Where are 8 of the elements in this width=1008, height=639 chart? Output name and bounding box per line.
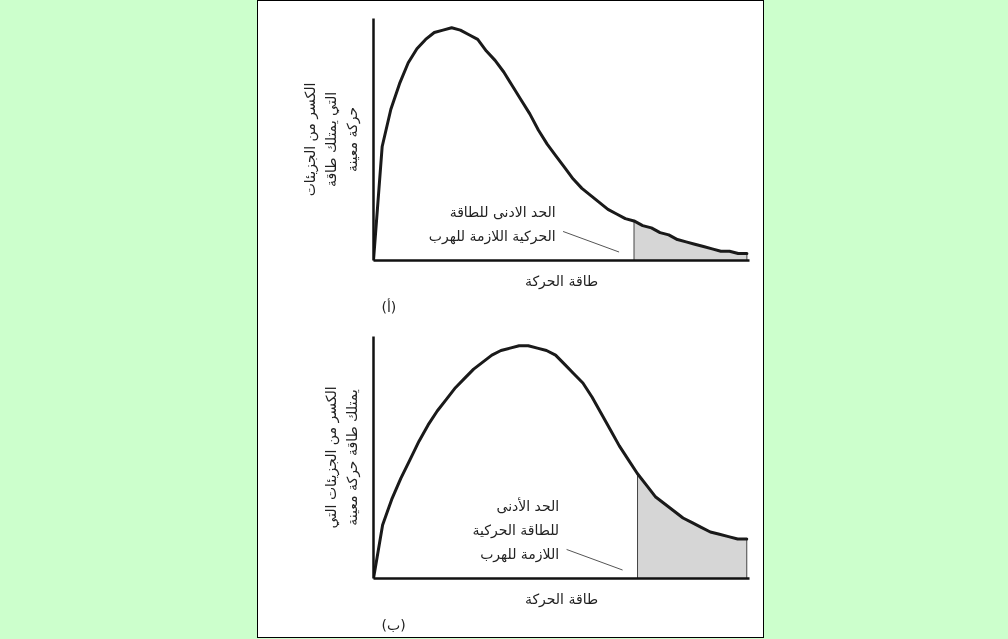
annotation: الحد الادنى للطاقة الحركية اللازمة للهرب — [428, 203, 556, 245]
x-axis-title: طاقة الحركة — [524, 590, 599, 608]
x-axis-title: طاقة الحركة — [524, 272, 599, 290]
text: (ب) — [381, 616, 406, 633]
y-axis-title: الكسر من الجزيئات التي يمتلك طاقة حركة معينة — [301, 82, 361, 197]
y-axis-title: الكسر من الجزيئات التي يمتلك طاقة حركة معينة — [322, 386, 361, 529]
annotation: الحد الأدنى للطاقة الحركية اللازمة للهرب — [472, 496, 560, 563]
text: (أ) — [381, 297, 397, 315]
